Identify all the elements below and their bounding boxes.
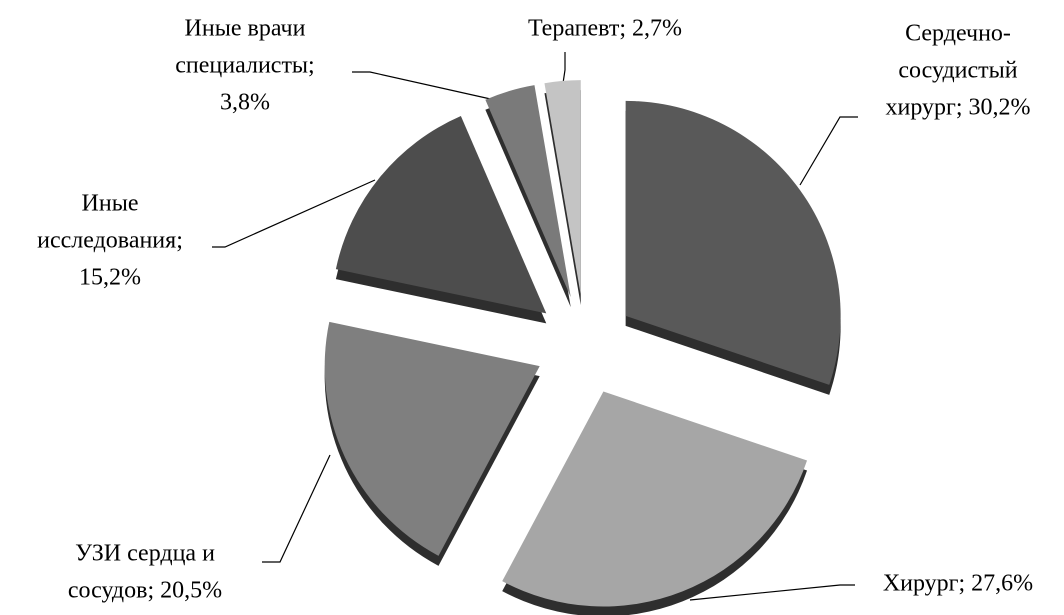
slice-label: исследования; [37,228,183,254]
slice-top [324,321,540,556]
slice-top [502,391,808,607]
leader-line [212,179,376,248]
slice-label: Терапевт; 2,7% [528,16,682,42]
pie-slice [625,100,841,395]
slice-top [335,116,547,314]
leader-line [352,71,496,101]
slice-label: 3,8% [220,90,270,116]
slice-top [485,85,571,298]
slice-label: специалисты; [175,53,314,79]
leader-line [689,584,855,601]
slice-label: сосудистый [898,58,1017,84]
slice-label: Иные врачи [185,16,306,42]
pie-slice [324,321,540,566]
slice-top [544,80,581,296]
pie-slice [485,85,571,308]
leader-line [262,454,331,563]
pie-slice [544,80,581,306]
pie-slice [502,391,808,615]
slice-label: 15,2% [79,265,141,291]
slice-label: Хирург; 27,6% [883,571,1033,597]
slice-label: Сердечно- [905,21,1011,47]
slice-label: хирург; 30,2% [885,95,1030,121]
leader-lines [212,52,858,601]
slice-label: УЗИ сердца и [75,541,215,567]
slice-label: Иные [82,191,139,217]
leader-line [799,116,858,186]
slice-top [625,100,841,385]
slice-label: сосудов; 20,5% [68,578,222,604]
pie-slice [335,116,547,324]
